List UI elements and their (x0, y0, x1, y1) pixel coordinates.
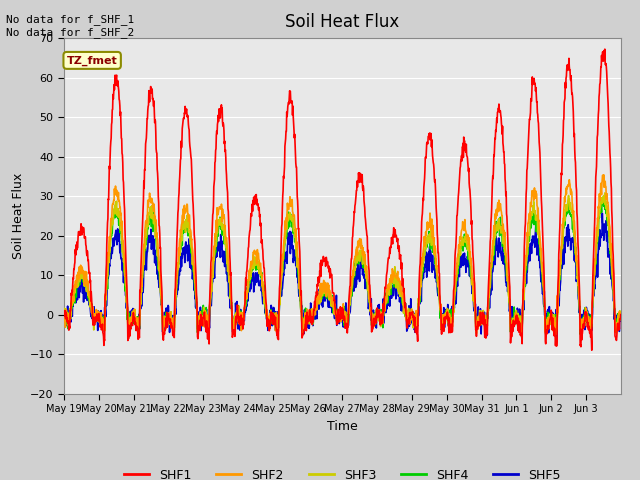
SHF4 (611, 305, 618, 311)
SHF3 (601, 190, 609, 196)
Y-axis label: Soil Heat Flux: Soil Heat Flux (12, 173, 24, 259)
SHF3 (328, 294, 335, 300)
SHF1 (474, 326, 481, 332)
SHF3 (611, 299, 618, 304)
SHF3 (472, 331, 480, 336)
Line: SHF4: SHF4 (64, 200, 621, 334)
SHF1 (328, 272, 335, 277)
SHF3 (617, 312, 625, 318)
SHF2 (617, 312, 625, 318)
SHF4 (617, 312, 625, 318)
SHF2 (148, 197, 156, 203)
SHF4 (328, 300, 335, 305)
SHF1 (611, 288, 618, 293)
SHF1 (601, 46, 609, 52)
SHF5 (556, 284, 563, 290)
SHF3 (556, 271, 563, 277)
SHF5 (317, 300, 325, 305)
SHF3 (474, 320, 482, 325)
SHF1 (60, 310, 68, 315)
SHF1 (317, 257, 325, 263)
SHF5 (598, 210, 606, 216)
SHF4 (317, 294, 325, 300)
SHF4 (147, 213, 155, 219)
SHF5 (617, 316, 625, 322)
SHF3 (147, 215, 155, 221)
SHF4 (542, 331, 550, 337)
SHF5 (60, 314, 68, 320)
SHF5 (553, 338, 561, 344)
Line: SHF2: SHF2 (64, 175, 621, 336)
SHF5 (611, 316, 618, 322)
SHF3 (60, 317, 68, 323)
SHF1 (147, 90, 155, 96)
Legend: SHF1, SHF2, SHF3, SHF4, SHF5: SHF1, SHF2, SHF3, SHF4, SHF5 (119, 464, 566, 480)
SHF1 (617, 312, 625, 318)
SHF2 (60, 318, 68, 324)
SHF2 (600, 172, 607, 178)
SHF2 (328, 300, 336, 305)
SHF5 (147, 227, 155, 232)
Text: TZ_fmet: TZ_fmet (67, 55, 118, 66)
SHF2 (611, 301, 618, 307)
SHF2 (474, 317, 482, 323)
SHF2 (317, 286, 325, 291)
SHF4 (599, 197, 607, 203)
Line: SHF5: SHF5 (64, 213, 621, 341)
SHF5 (474, 321, 481, 327)
Line: SHF3: SHF3 (64, 193, 621, 334)
SHF4 (556, 277, 563, 283)
Text: No data for f_SHF_1
No data for f_SHF_2: No data for f_SHF_1 No data for f_SHF_2 (6, 14, 134, 38)
X-axis label: Time: Time (327, 420, 358, 432)
SHF1 (588, 348, 596, 353)
SHF2 (556, 272, 563, 278)
SHF5 (328, 300, 335, 306)
Line: SHF1: SHF1 (64, 49, 621, 350)
SHF1 (556, 245, 563, 251)
SHF4 (60, 313, 68, 319)
SHF3 (317, 290, 325, 296)
SHF4 (474, 316, 481, 322)
Title: Soil Heat Flux: Soil Heat Flux (285, 13, 399, 31)
SHF2 (124, 333, 132, 339)
